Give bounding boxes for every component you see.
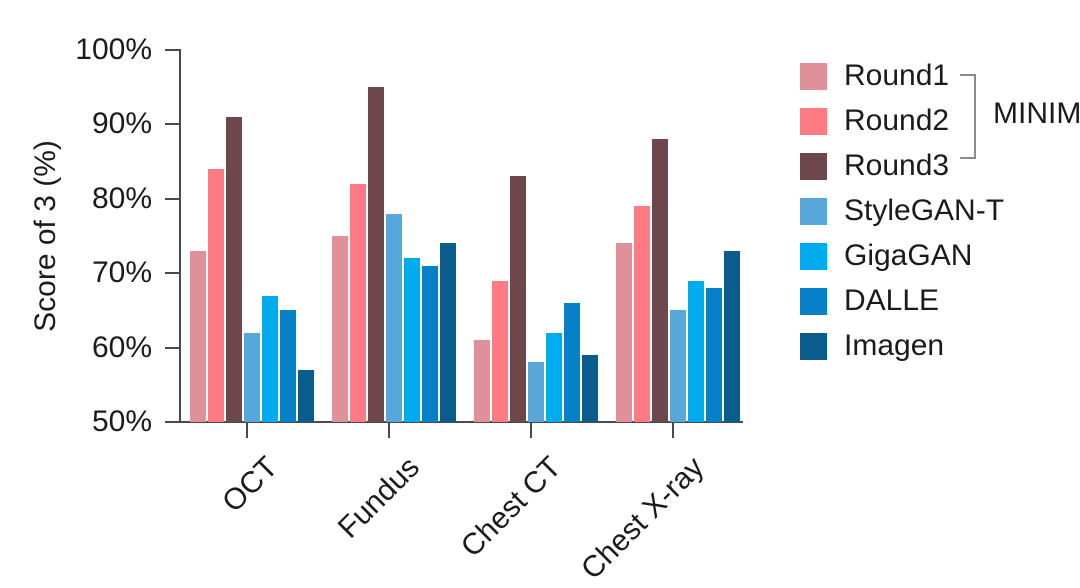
- legend-swatch: [800, 332, 827, 360]
- bar: [368, 87, 384, 422]
- y-axis-line: [179, 49, 181, 423]
- x-tick-label: Chest X-ray: [574, 450, 710, 586]
- bar: [582, 355, 598, 422]
- legend-item-imagen: Imagen: [800, 331, 1004, 361]
- bar: [244, 332, 260, 422]
- bar: [688, 280, 704, 422]
- bar: [404, 258, 420, 422]
- x-tick-mark: [672, 422, 674, 438]
- bar: [546, 332, 562, 422]
- bar: [652, 139, 668, 422]
- legend-item-label: GigaGAN: [844, 239, 973, 272]
- legend-swatch: [800, 197, 827, 225]
- y-tick-label: 80%: [91, 181, 152, 215]
- y-tick-label: 70%: [91, 256, 152, 290]
- legend-item-label: Round3: [844, 149, 950, 182]
- bar: [492, 280, 508, 422]
- y-tick-mark: [165, 272, 180, 275]
- bar: [226, 116, 242, 422]
- bar: [208, 169, 224, 422]
- bar: [564, 302, 580, 422]
- legend-item-label: Imagen: [844, 329, 945, 362]
- y-tick-label: 100%: [75, 33, 152, 66]
- x-tick-label: Fundus: [331, 450, 426, 545]
- x-tick-label: OCT: [215, 450, 284, 519]
- y-tick-mark: [165, 49, 180, 51]
- x-axis-line: [180, 421, 743, 423]
- bar: [634, 206, 650, 422]
- bar: [262, 295, 278, 422]
- legend-item-label: Round2: [844, 104, 950, 137]
- y-axis-title: Score of 3 (%): [29, 140, 62, 332]
- bar-group-oct: [190, 50, 314, 422]
- minim-group-label: MINIM: [993, 97, 1080, 130]
- bar: [724, 250, 740, 422]
- legend-swatch: [800, 242, 827, 270]
- bar: [440, 243, 456, 422]
- legend-swatch: [800, 107, 827, 135]
- legend-item-dalle: DALLE: [800, 286, 1004, 316]
- x-tick-mark: [530, 422, 532, 438]
- legend-swatch: [800, 152, 827, 180]
- bar-group-chest-ct: [474, 50, 598, 422]
- x-tick-mark: [246, 422, 248, 438]
- bar: [616, 243, 632, 422]
- y-tick-label: 60%: [91, 330, 152, 364]
- legend-swatch: [800, 287, 827, 315]
- legend-item-label: StyleGAN-T: [844, 194, 1005, 227]
- bar: [190, 250, 206, 422]
- legend-item-label: DALLE: [844, 284, 940, 317]
- legend-item-gigagan: GigaGAN: [800, 241, 1004, 271]
- bar: [280, 310, 296, 422]
- legend-item-round1: Round1: [800, 61, 1004, 91]
- bar: [528, 362, 544, 422]
- y-tick-mark: [165, 346, 180, 349]
- y-tick-mark: [165, 197, 180, 200]
- bar: [706, 288, 722, 422]
- legend-swatch: [800, 62, 827, 90]
- x-tick-mark: [388, 422, 390, 438]
- bar: [332, 236, 348, 422]
- bar: [670, 310, 686, 422]
- bar: [350, 183, 366, 422]
- bar-group-chest-x-ray: [616, 50, 740, 422]
- legend-item-stylegan-t: StyleGAN-T: [800, 196, 1004, 226]
- bar: [422, 265, 438, 422]
- minim-bracket: [960, 74, 976, 159]
- bar: [298, 369, 314, 422]
- y-tick-mark: [165, 421, 180, 423]
- y-tick-label: 50%: [91, 405, 152, 438]
- bar: [474, 340, 490, 422]
- legend-item-round3: Round3: [800, 151, 1004, 181]
- legend-item-label: Round1: [844, 59, 950, 92]
- legend-item-round2: Round2: [800, 106, 1004, 136]
- bar: [386, 213, 402, 422]
- bar: [510, 176, 526, 422]
- y-tick-mark: [165, 123, 180, 126]
- bar-group-fundus: [332, 50, 456, 422]
- y-tick-label: 90%: [91, 107, 152, 141]
- legend: Round1 Round2 Round3 StyleGAN-T GigaGAN DALLE…: [800, 61, 1004, 361]
- x-tick-label: Chest CT: [454, 450, 568, 564]
